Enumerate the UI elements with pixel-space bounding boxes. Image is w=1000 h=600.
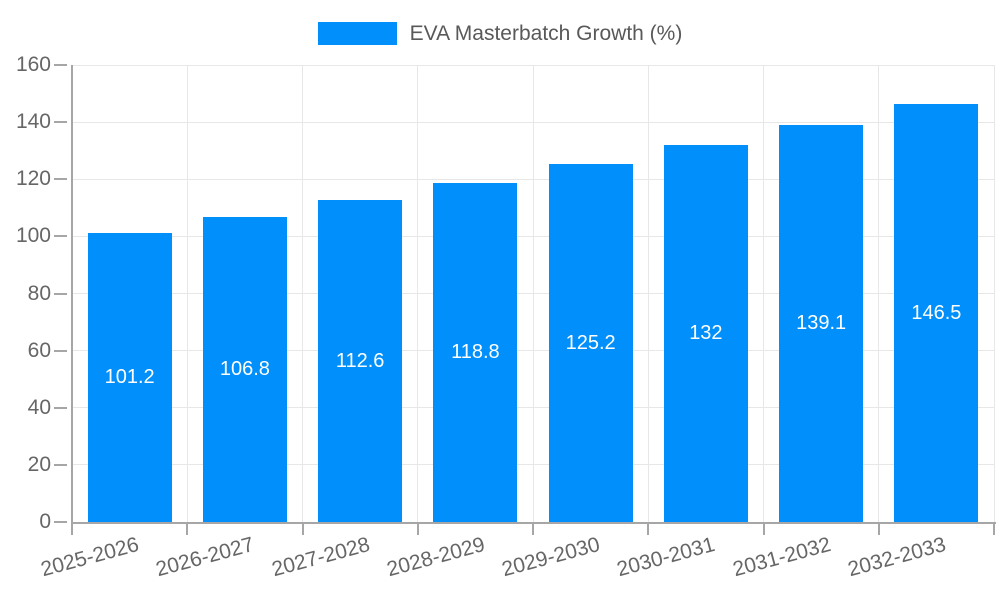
y-tick-mark [54, 463, 67, 466]
y-tick-mark [54, 349, 67, 352]
y-axis-label: 40 [27, 395, 51, 419]
x-tick-mark [532, 523, 534, 535]
v-gridline [993, 65, 995, 522]
y-axis-label: 60 [27, 338, 51, 362]
bar [433, 182, 518, 522]
v-gridline [763, 65, 764, 522]
x-tick-mark [647, 523, 650, 535]
bar-value-label: 132 [689, 322, 723, 345]
bar-value-label: 139.1 [796, 312, 847, 335]
v-gridline [186, 65, 188, 522]
bar-value-label: 118.8 [451, 341, 500, 364]
bar [779, 124, 864, 522]
y-axis-label: 160 [15, 53, 51, 76]
x-tick-mark [993, 523, 995, 535]
y-axis-label: 20 [27, 452, 51, 476]
bar [318, 200, 403, 522]
bar [87, 232, 172, 522]
y-tick-mark [54, 521, 67, 523]
v-gridline [647, 65, 649, 522]
x-axis-line [71, 522, 996, 524]
bar-value-label: 101.2 [104, 366, 155, 389]
v-gridline [878, 65, 880, 522]
x-tick-mark [301, 523, 304, 535]
v-gridline [417, 65, 419, 522]
v-gridline [532, 65, 534, 522]
bar [202, 216, 287, 522]
x-tick-mark [71, 523, 73, 535]
bar-value-label: 106.8 [219, 358, 270, 381]
x-axis-label: 2032-2033 [702, 533, 948, 581]
y-tick-mark [54, 121, 67, 124]
y-tick-mark [54, 406, 67, 409]
x-tick-mark [416, 523, 419, 535]
bar [548, 164, 633, 522]
y-axis-label: 100 [15, 224, 51, 248]
y-tick-mark [54, 178, 67, 181]
y-axis-label: 0 [39, 510, 51, 533]
x-tick-mark [186, 523, 189, 535]
x-tick-mark [877, 523, 880, 535]
x-tick-mark [762, 523, 765, 535]
bar [663, 144, 748, 522]
bar-value-label: 112.6 [335, 350, 385, 373]
legend-swatch-icon [317, 21, 397, 45]
y-tick-mark [54, 292, 67, 295]
bar [894, 103, 979, 522]
y-tick-mark [54, 64, 67, 66]
y-axis-label: 120 [15, 167, 51, 191]
legend-item[interactable]: EVA Masterbatch Growth (%) [0, 21, 1000, 45]
y-axis-line [71, 65, 73, 524]
bar-value-label: 146.5 [911, 301, 962, 324]
y-axis-label: 140 [15, 110, 51, 134]
legend-label: EVA Masterbatch Growth (%) [409, 21, 683, 45]
v-gridline [302, 65, 303, 522]
y-tick-mark [54, 235, 67, 238]
y-axis-label: 80 [27, 281, 51, 305]
x-axis-label-text: 2032-2033 [845, 533, 949, 582]
bar-value-label: 125.2 [565, 332, 616, 355]
